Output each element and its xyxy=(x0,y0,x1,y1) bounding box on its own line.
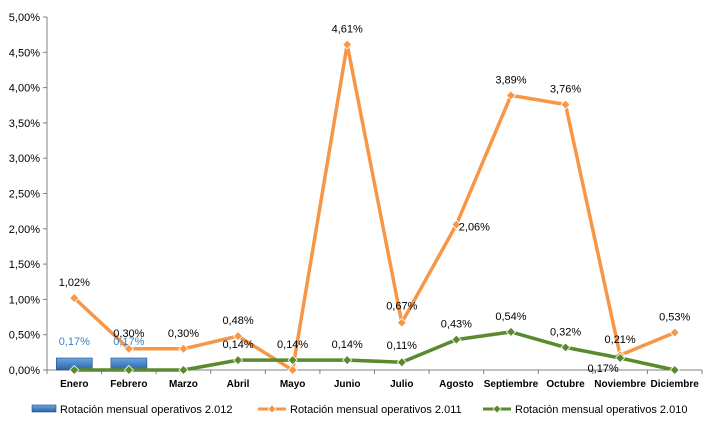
data-point xyxy=(560,342,571,353)
data-label: 0,30% xyxy=(168,328,199,340)
x-tick-label: Octubre xyxy=(546,379,585,390)
data-point xyxy=(615,352,626,364)
data-label: 0,17% xyxy=(588,363,619,375)
x-tick-label: Enero xyxy=(60,379,88,390)
data-point xyxy=(451,219,462,230)
legend-marker xyxy=(267,404,277,414)
series-line xyxy=(74,330,676,372)
data-label: 0,30% xyxy=(113,328,144,340)
y-tick-label: 0,50% xyxy=(9,330,40,342)
x-tick-label: Julio xyxy=(390,379,413,390)
x-tick-label: Diciembre xyxy=(651,379,700,390)
data-label: 0,32% xyxy=(550,326,581,338)
data-label: 0,14% xyxy=(332,339,363,351)
data-label: 0,54% xyxy=(495,311,526,323)
data-point xyxy=(669,327,680,338)
y-tick-label: 2,00% xyxy=(9,224,40,236)
data-point xyxy=(396,317,407,328)
legend-label: Rotación mensual operativos 2.011 xyxy=(290,404,462,416)
y-tick-label: 1,50% xyxy=(9,259,40,271)
data-point xyxy=(505,90,517,101)
y-tick-label: 3,50% xyxy=(9,118,40,130)
data-label: 0,14% xyxy=(222,339,253,351)
data-label: 0,11% xyxy=(387,340,418,352)
legend-label: Rotación mensual operativos 2.012 xyxy=(60,404,232,416)
x-tick-label: Marzo xyxy=(169,379,198,390)
data-label: 0,14% xyxy=(277,339,308,351)
data-label: 0,43% xyxy=(441,319,472,331)
data-label: 4,61% xyxy=(332,24,363,36)
bar-data-label: 0,17% xyxy=(113,336,144,348)
bar-data-label: 0,17% xyxy=(59,336,90,348)
x-tick-label: Junio xyxy=(334,379,361,390)
data-label: 2,06% xyxy=(459,222,490,234)
data-label: 0,48% xyxy=(222,315,253,327)
data-point xyxy=(232,331,244,342)
data-point xyxy=(178,343,189,354)
y-tick-label: 4,00% xyxy=(9,83,40,95)
y-tick-label: 0,00% xyxy=(9,365,40,377)
data-point xyxy=(123,364,134,376)
y-tick-label: 5,00% xyxy=(9,12,40,24)
x-tick-label: Febrero xyxy=(110,379,147,390)
series-line xyxy=(73,42,676,372)
y-tick-label: 1,00% xyxy=(9,294,40,306)
data-label: 0,53% xyxy=(659,312,690,324)
data-label: 0,67% xyxy=(386,301,417,313)
data-point xyxy=(123,343,134,354)
data-point xyxy=(560,99,571,110)
y-tick-label: 3,00% xyxy=(9,153,40,165)
data-point xyxy=(669,364,680,376)
x-tick-label: Agosto xyxy=(439,379,473,390)
data-point xyxy=(232,355,244,366)
data-point xyxy=(342,355,353,366)
data-point xyxy=(505,326,517,337)
legend-swatch xyxy=(31,404,57,413)
data-point xyxy=(69,364,80,376)
x-tick-label: Noviembre xyxy=(594,379,646,390)
legend-label: Rotación mensual operativos 2.010 xyxy=(515,404,687,416)
data-point xyxy=(287,364,298,376)
y-tick-label: 2,50% xyxy=(9,189,40,201)
data-point xyxy=(287,355,298,366)
data-point xyxy=(69,292,80,304)
data-point xyxy=(396,357,407,368)
data-label: 0,21% xyxy=(605,334,636,346)
x-tick-label: Abril xyxy=(227,379,250,390)
x-tick-label: Mayo xyxy=(280,379,306,390)
data-label: 1,02% xyxy=(59,277,90,289)
y-tick-label: 4,50% xyxy=(9,47,40,59)
data-point xyxy=(451,334,462,345)
x-tick-label: Septiembre xyxy=(484,379,539,390)
data-label: 3,76% xyxy=(550,84,581,96)
data-point xyxy=(342,39,353,50)
legend-marker xyxy=(492,404,502,414)
data-label: 3,89% xyxy=(495,74,526,86)
data-point xyxy=(178,364,189,376)
